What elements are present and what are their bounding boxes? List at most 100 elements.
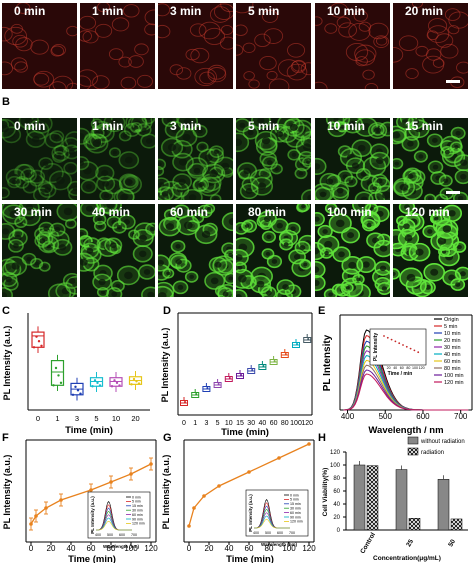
timepoint-label: 15 min [405, 119, 444, 133]
e-inset-tick: 100 [412, 366, 418, 370]
c-point [98, 384, 102, 387]
cell-texture [2, 3, 77, 89]
inset-legend-label: 5 min [290, 498, 299, 502]
h-ytick: 0 [337, 528, 341, 534]
c-tick-label: 5 [94, 414, 98, 423]
data-point [202, 494, 206, 498]
c-point [76, 389, 80, 392]
x-tick-label: 20 [205, 544, 214, 553]
x-tick-label: 20 [47, 544, 56, 553]
chart-e: 400 500 600 700 0 20 40 60 80 100 120 PL Intensit… [322, 314, 473, 436]
data-point [187, 524, 191, 528]
e-tick-label: 400 [341, 412, 355, 421]
c-tick-label: 10 [112, 414, 120, 423]
c-point [130, 383, 133, 386]
inset-series [96, 520, 132, 531]
inset-legend-label: 120 min [290, 520, 303, 524]
inset-legend-label: 0 min [290, 493, 299, 497]
c-box [50, 359, 65, 386]
data-point [277, 456, 281, 460]
d-xlabel: Time (min) [221, 427, 269, 438]
c-point [35, 335, 38, 338]
inset-legend-label: 0 min [132, 495, 141, 499]
cell-texture [80, 204, 155, 297]
timepoint-label: 1 min [92, 4, 124, 18]
micrograph-red-3: 5 min [236, 3, 311, 89]
timepoint-label: 100 min [327, 205, 372, 219]
c-point [37, 340, 41, 343]
cell-texture [393, 204, 468, 297]
h-legend-swatch-1 [407, 436, 419, 445]
inset-tick: 600 [277, 531, 283, 535]
e-inset-point [398, 342, 401, 345]
d-point [251, 369, 254, 371]
cell-texture [236, 204, 311, 297]
timepoint-label: 20 min [405, 4, 444, 18]
h-bar-radiation [450, 518, 463, 531]
panel-label-g: G [163, 432, 172, 444]
inset-legend-label: 30 min [290, 507, 301, 511]
data-point [129, 472, 133, 476]
x-tick-label: 80 [107, 544, 116, 553]
e-xlabel: Wavelength / nm [368, 425, 443, 436]
h-legend-label-2: radiation [421, 450, 444, 456]
d-tick-label: 15 [236, 420, 244, 427]
e-ylabel: PL Intensity [322, 334, 333, 391]
inset-legend-label: 90 min [290, 515, 301, 519]
e-inset-frame [369, 328, 427, 366]
c-point [135, 380, 138, 383]
g-inset-frame [245, 489, 309, 537]
d-tick-label: 40 [259, 420, 267, 427]
e-inset-point [394, 340, 397, 343]
micrograph-green-5: 120 min [393, 204, 468, 297]
d-point [195, 393, 198, 395]
cell-texture [393, 118, 468, 200]
timepoint-label: 0 min [14, 4, 46, 18]
h-xtick: Control [359, 531, 377, 555]
inset-tick: 600 [119, 533, 125, 537]
e-legend-label: 60 min [444, 359, 461, 365]
h-bar-radiation [408, 518, 421, 531]
c-point [115, 381, 119, 385]
chart-c: 0 1 3 5 10 20 PL Intensity (a.u.) Time (min) [2, 313, 150, 435]
d-point [217, 383, 220, 385]
inset-legend-label: 5 min [132, 500, 141, 504]
timepoint-label: 3 min [170, 119, 202, 133]
f-inset-xlabel: Wavelength (nm) [103, 544, 140, 549]
cell-texture [393, 3, 468, 88]
e-inset-xlabel: Time / min [388, 371, 413, 377]
d-point [307, 338, 310, 340]
d-point [228, 377, 231, 379]
micrograph-green-3: 5 min [236, 118, 311, 200]
panel-label-h: H [318, 432, 326, 444]
c-point [118, 384, 121, 387]
e-legend-label: 20 min [444, 338, 461, 344]
cell-texture [80, 118, 155, 200]
c-point [93, 379, 97, 382]
h-bar-without [395, 469, 408, 531]
inset-tick: 400 [253, 531, 259, 535]
micrograph-green-0: 30 min [2, 204, 77, 297]
e-legend-label: 80 min [444, 366, 461, 372]
cell-texture [158, 118, 233, 200]
inset-legend-label: 60 min [132, 513, 143, 517]
c-point [91, 385, 94, 388]
x-tick-label: 40 [67, 544, 76, 553]
e-inset-point [417, 351, 420, 354]
c-point [74, 385, 77, 389]
data-point [192, 506, 196, 510]
g-ylabel: PL Intensity (a.u.) [161, 455, 171, 530]
micrograph-red-5: 20 min [393, 3, 468, 89]
cell-texture [315, 118, 390, 200]
cell-texture [236, 118, 311, 200]
timepoint-label: 1 min [92, 119, 124, 133]
panel-label-b: B [2, 96, 10, 108]
micrograph-red-1: 1 min [80, 3, 155, 89]
h-ytick: 120 [330, 450, 341, 456]
h-ylabel: Cell Viability(%) [322, 468, 329, 517]
inset-tick: 700 [131, 533, 137, 537]
timepoint-label: 10 min [327, 4, 366, 18]
timepoint-label: 40 min [92, 205, 131, 219]
panel-label-d: D [163, 305, 171, 317]
micrograph-red-4: 10 min [315, 3, 390, 89]
